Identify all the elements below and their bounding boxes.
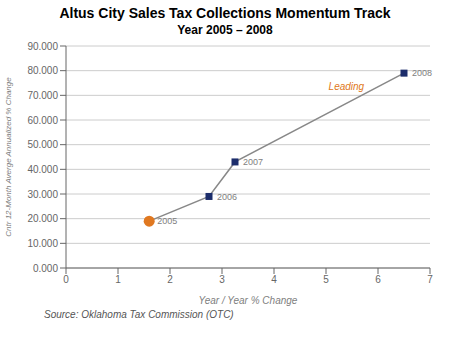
svg-text:30.000: 30.000 <box>27 189 58 200</box>
svg-text:4: 4 <box>271 274 277 285</box>
svg-text:7: 7 <box>427 274 433 285</box>
svg-text:90.000: 90.000 <box>27 41 58 52</box>
html-text:Source: Oklahoma Tax Commissio: Source: Oklahoma Tax Commission (OTC) <box>44 309 234 320</box>
svg-text:2: 2 <box>167 274 173 285</box>
svg-text:60.000: 60.000 <box>27 115 58 126</box>
svg-text:Year / Year % Change: Year / Year % Change <box>199 295 298 306</box>
svg-text:Cntr 12-Month Averge Annualize: Cntr 12-Month Averge Annualized % Change <box>8 77 13 237</box>
svg-text:6: 6 <box>375 274 381 285</box>
svg-text:2005: 2005 <box>157 216 177 226</box>
svg-text:2006: 2006 <box>217 192 237 202</box>
svg-text:Leading: Leading <box>329 81 365 92</box>
svg-text:80.000: 80.000 <box>27 65 58 76</box>
svg-text:1: 1 <box>115 274 121 285</box>
svg-text:2007: 2007 <box>243 157 263 167</box>
svg-text:40.000: 40.000 <box>27 164 58 175</box>
svg-text:2008: 2008 <box>412 68 432 78</box>
svg-text:0: 0 <box>63 274 69 285</box>
svg-text:10.000: 10.000 <box>27 238 58 249</box>
html-text:Year 2005 – 2008: Year 2005 – 2008 <box>177 23 273 37</box>
svg-text:70.000: 70.000 <box>27 90 58 101</box>
svg-text:5: 5 <box>323 274 329 285</box>
svg-text:50.000: 50.000 <box>27 139 58 150</box>
svg-text:0.000: 0.000 <box>33 263 58 274</box>
svg-text:20.000: 20.000 <box>27 213 58 224</box>
svg-text:3: 3 <box>219 274 225 285</box>
html-text:Altus City Sales Tax Collectio: Altus City Sales Tax Collections Momentu… <box>59 5 391 21</box>
